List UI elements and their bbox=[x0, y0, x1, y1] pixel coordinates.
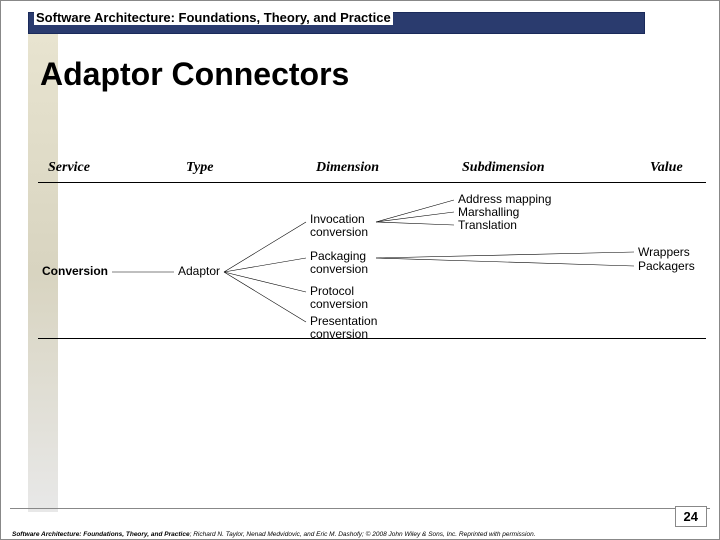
footer-book-title: Software Architecture: Foundations, Theo… bbox=[12, 531, 190, 538]
connector-diagram: Service Type Dimension Subdimension Value Con… bbox=[38, 160, 706, 400]
diagram-node-dim_proto: Protocolconversion bbox=[310, 285, 368, 311]
column-header: Service bbox=[48, 160, 90, 176]
diagram-edges bbox=[38, 160, 706, 400]
diagram-node-val_wrap: Wrappers bbox=[638, 246, 690, 259]
column-header: Subdimension bbox=[462, 160, 544, 176]
column-header: Dimension bbox=[316, 160, 379, 176]
footer-rest: ; Richard N. Taylor, Nenad Medvidovic, a… bbox=[190, 531, 536, 538]
footer-rule bbox=[10, 508, 710, 509]
diagram-node-type: Adaptor bbox=[178, 265, 220, 278]
diagram-node-sub_trans: Translation bbox=[458, 219, 517, 232]
slide-title: Adaptor Connectors bbox=[40, 56, 349, 93]
header-book-title: Software Architecture: Foundations, Theo… bbox=[34, 10, 393, 25]
diagram-node-dim_pkg: Packagingconversion bbox=[310, 250, 368, 276]
diagram-node-val_pkgr: Packagers bbox=[638, 260, 695, 273]
diagram-node-service: Conversion bbox=[42, 265, 108, 278]
page-number: 24 bbox=[675, 506, 707, 527]
diagram-node-dim_invoc: Invocationconversion bbox=[310, 213, 368, 239]
column-header: Value bbox=[650, 160, 683, 176]
footer-citation: Software Architecture: Foundations, Theo… bbox=[12, 531, 708, 538]
diagram-node-dim_pres: Presentationconversion bbox=[310, 315, 377, 341]
column-header: Type bbox=[186, 160, 213, 176]
